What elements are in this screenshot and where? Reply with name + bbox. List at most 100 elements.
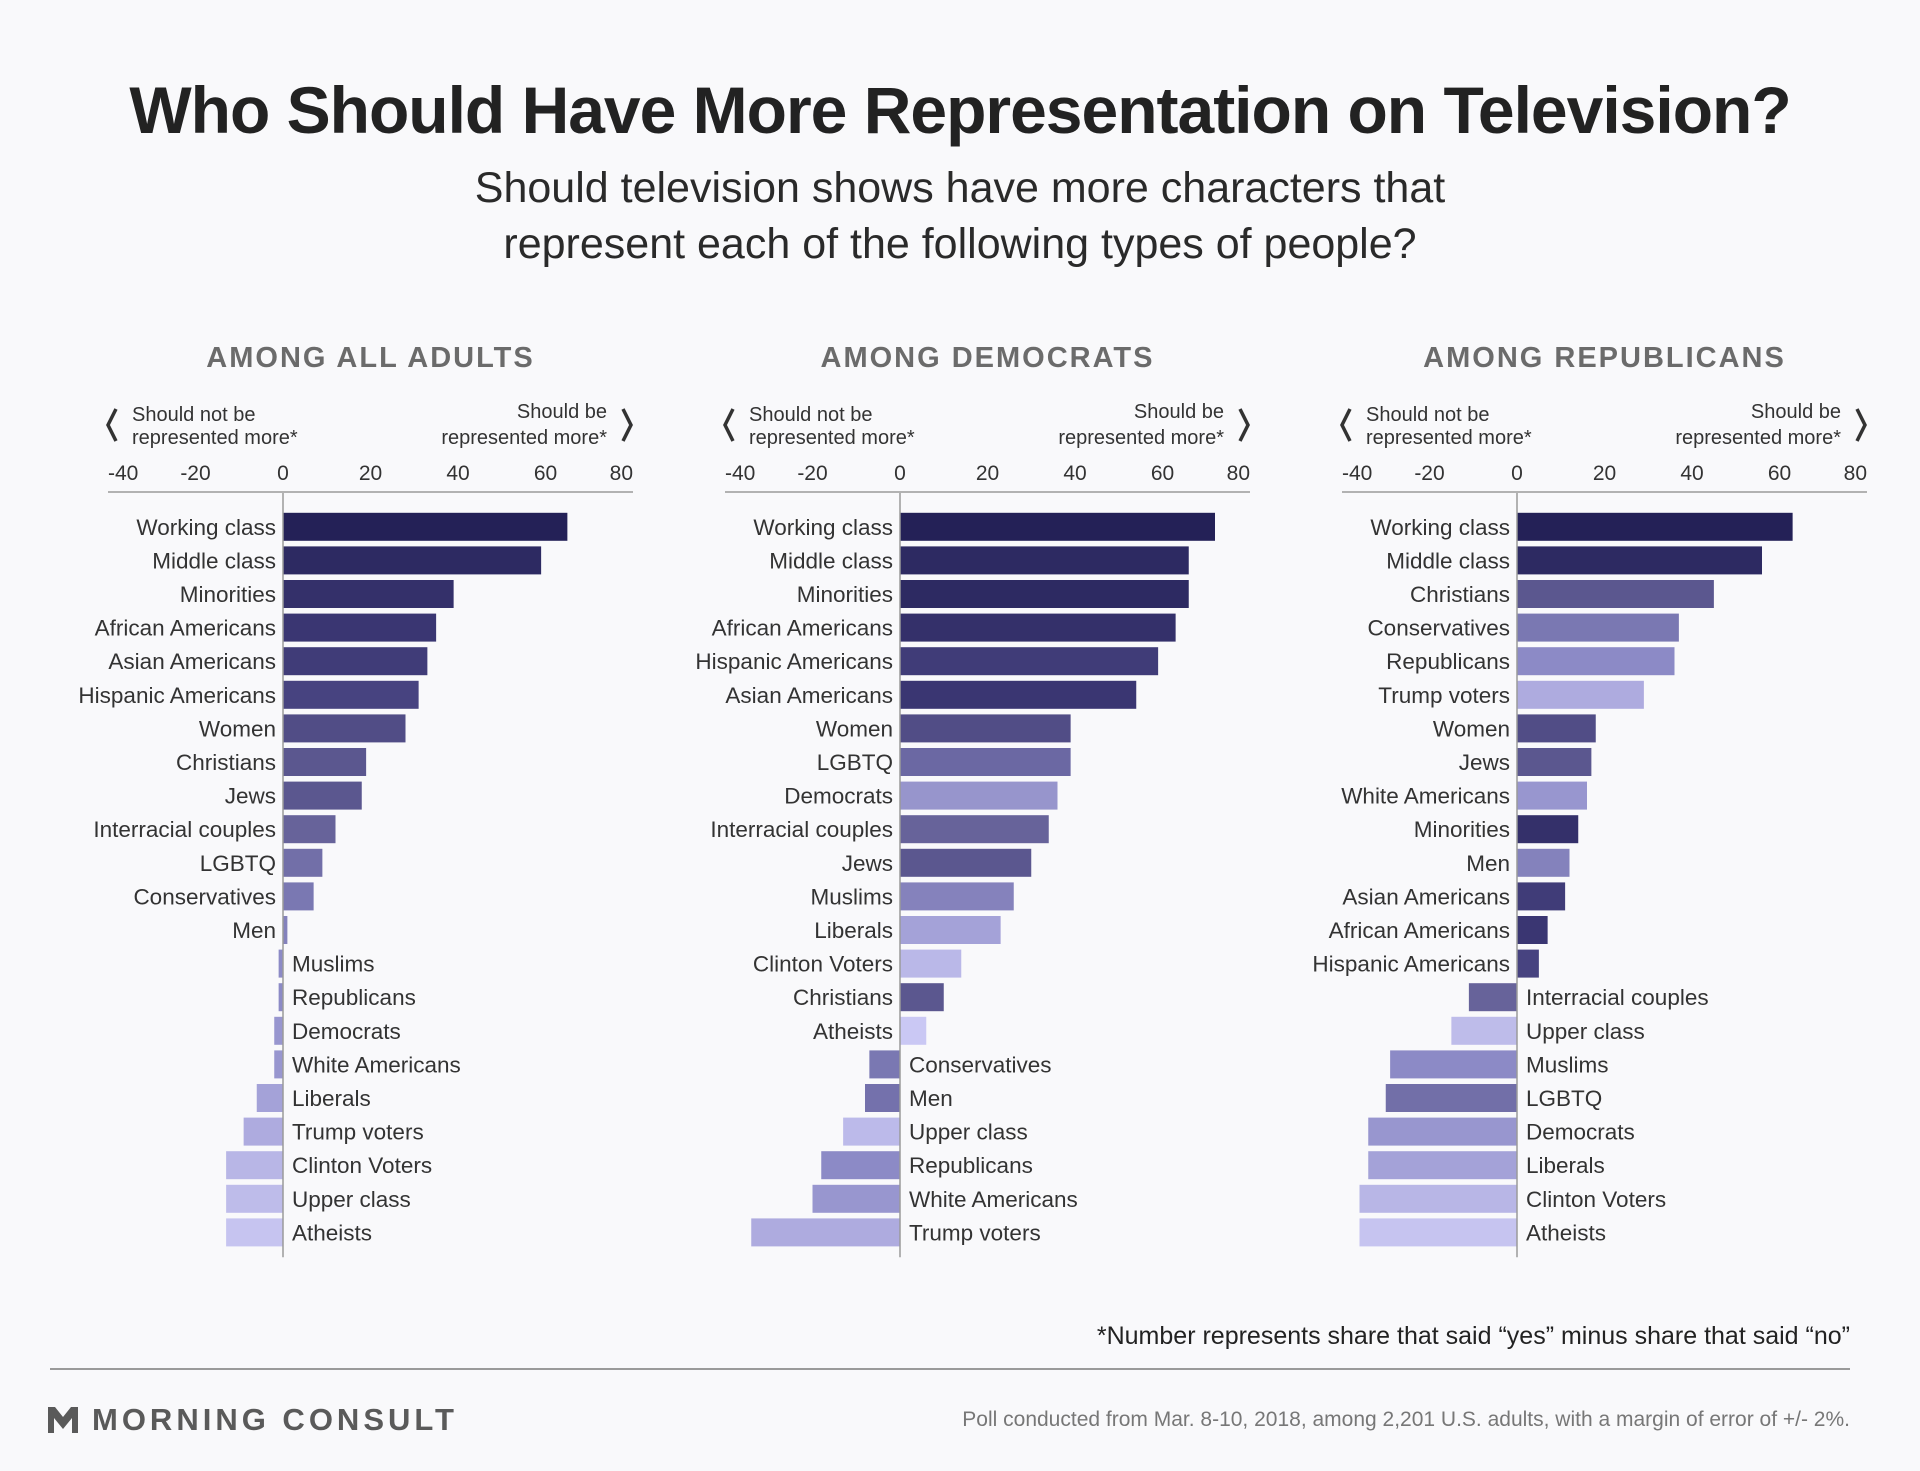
panel-1-bar xyxy=(243,1117,283,1146)
chart-subtitle: Should television shows have more charac… xyxy=(260,160,1660,272)
panel-2-category-label: African Americans xyxy=(712,616,893,641)
panel-1-right-chevron-icon xyxy=(621,408,633,442)
panel-1-category-label: Christians xyxy=(176,750,276,775)
panel-1-bar xyxy=(278,949,283,978)
panel-1-bar xyxy=(283,815,336,844)
source-note: Poll conducted from Mar. 8-10, 2018, amo… xyxy=(962,1408,1850,1431)
panel-3-bar xyxy=(1517,815,1579,844)
brand-name: MORNING CONSULT xyxy=(92,1402,458,1437)
morning-consult-logo-icon xyxy=(48,1407,78,1433)
panel-2-bar xyxy=(900,748,1071,776)
panel-1-category-label: Clinton Voters xyxy=(292,1153,432,1178)
panel-1-category-label: Trump voters xyxy=(292,1120,424,1145)
panel-3-bar xyxy=(1517,546,1762,575)
panel-2-bar xyxy=(900,546,1189,575)
panel-3-bar xyxy=(1517,848,1570,877)
panel-2-bar xyxy=(900,580,1189,608)
panel-3-tick-label: -20 xyxy=(1414,462,1444,485)
panel-1-category-label: White Americans xyxy=(292,1052,461,1077)
panel-1-bar xyxy=(226,1218,283,1247)
panel-2-category-label: Hispanic Americans xyxy=(695,649,893,674)
panel-3-category-label: Liberals xyxy=(1526,1153,1605,1178)
panel-2-category-label: Working class xyxy=(753,515,893,540)
panel-2-legend-right-line2: represented more* xyxy=(1058,427,1224,449)
panel-2-tick-label: 0 xyxy=(894,462,906,485)
panel-3-category-label: Upper class xyxy=(1526,1019,1645,1044)
panel-2-category-label: Democrats xyxy=(784,784,893,809)
panel-3-legend-left-line2: represented more* xyxy=(1366,427,1532,449)
panel-2-category-label: Jews xyxy=(842,851,893,876)
panel-1-bar xyxy=(256,1084,283,1112)
panel-3-bar xyxy=(1517,580,1714,608)
panel-2-category-label: Republicans xyxy=(909,1153,1033,1178)
panel-2-tick-label: -20 xyxy=(797,462,827,485)
panel-1-category-label: Republicans xyxy=(292,985,416,1010)
panel-2-bar xyxy=(821,1151,900,1180)
panel-3-tick-label: 40 xyxy=(1680,462,1703,485)
panel-2-bar xyxy=(900,714,1071,743)
panel-1-category-label: Asian Americans xyxy=(108,649,276,674)
panel-3-category-label: Trump voters xyxy=(1378,683,1510,708)
panel-1-category-label: Men xyxy=(232,918,276,943)
panel-2-bar xyxy=(812,1184,900,1213)
panel-1-left-chevron-icon xyxy=(106,408,118,442)
panel-1-legend-left-line2: represented more* xyxy=(132,427,298,449)
panel-1-category-label: Atheists xyxy=(292,1220,372,1245)
panel-3-category-label: Interracial couples xyxy=(1526,985,1709,1010)
panel-1-bar xyxy=(226,1151,283,1180)
panel-1-category-label: Middle class xyxy=(152,548,276,573)
panel-3-bar xyxy=(1517,680,1644,709)
panel-2-category-label: Muslims xyxy=(811,884,894,909)
subtitle-line-1: Should television shows have more charac… xyxy=(474,164,1446,212)
panel-2-right-chevron-icon xyxy=(1238,408,1250,442)
panel-1-bar xyxy=(283,546,542,575)
panel-1-category-label: Jews xyxy=(225,784,276,809)
panel-3-category-label: Democrats xyxy=(1526,1120,1635,1145)
panel-3-category-label: Hispanic Americans xyxy=(1312,952,1510,977)
panel-2-category-label: Atheists xyxy=(813,1019,893,1044)
panel-3-title: AMONG REPUBLICANS xyxy=(1423,342,1786,374)
panel-3-bar xyxy=(1359,1184,1517,1213)
panel-2-tick-label: 20 xyxy=(976,462,999,485)
panel-1-bar xyxy=(283,781,362,810)
panel-2-tick-label: -40 xyxy=(725,462,755,485)
panel-3-bar xyxy=(1468,983,1517,1012)
panel-1-tick-label: 20 xyxy=(359,462,382,485)
panel-2-tick-label: 80 xyxy=(1227,462,1250,485)
panel-2-category-label: Men xyxy=(909,1086,953,1111)
panel-2-bar xyxy=(869,1050,900,1079)
panel-2-tick-label: 40 xyxy=(1063,462,1086,485)
panel-3-tick-label: 20 xyxy=(1593,462,1616,485)
panel-1-bar xyxy=(283,512,568,541)
panel-1-bar xyxy=(278,983,283,1012)
panel-2-category-label: LGBTQ xyxy=(817,750,893,775)
panel-3-bar xyxy=(1517,949,1539,978)
panel-2-bar xyxy=(900,1016,927,1045)
panel-2-bar xyxy=(900,781,1058,810)
panel-1-bar xyxy=(274,1016,283,1045)
panel-3-bar xyxy=(1368,1151,1517,1180)
panel-3-category-label: Republicans xyxy=(1386,649,1510,674)
panel-2-category-label: Trump voters xyxy=(909,1220,1041,1245)
panel-3-bar xyxy=(1517,781,1587,810)
subtitle-line-2: represent each of the following types of… xyxy=(503,220,1417,268)
panel-2-bar xyxy=(900,815,1049,844)
panel-3-category-label: Christians xyxy=(1410,582,1510,607)
panel-3-category-label: Asian Americans xyxy=(1342,884,1510,909)
panel-3-bar xyxy=(1517,748,1592,776)
footnote: *Number represents share that said “yes”… xyxy=(1096,1322,1850,1350)
panel-1-bar xyxy=(226,1184,283,1213)
panel-2-bar xyxy=(900,613,1176,642)
panel-3-left-chevron-icon xyxy=(1340,408,1352,442)
panel-3-legend-right-line2: represented more* xyxy=(1675,427,1841,449)
panel-3-tick-label: -40 xyxy=(1342,462,1372,485)
panel-3-tick-label: 0 xyxy=(1511,462,1523,485)
panel-1-tick-label: 40 xyxy=(446,462,469,485)
panel-2-bar xyxy=(900,916,1001,944)
panel-2-bar xyxy=(900,882,1014,911)
panel-2-category-label: Middle class xyxy=(769,548,893,573)
panel-1-tick-label: -40 xyxy=(108,462,138,485)
panel-2-category-label: Conservatives xyxy=(909,1052,1052,1077)
panel-1-category-label: Liberals xyxy=(292,1086,371,1111)
